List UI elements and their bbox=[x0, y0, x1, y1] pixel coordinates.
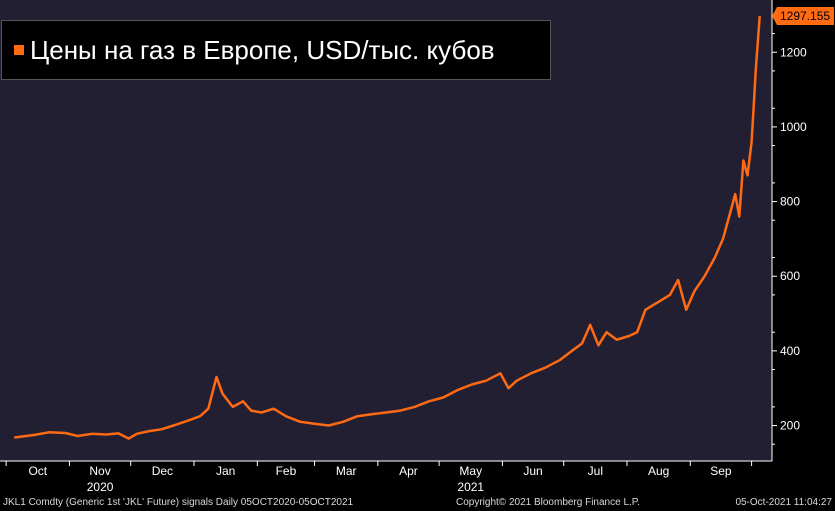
x-tick-label: Oct bbox=[28, 464, 47, 478]
x-tick-label: Jan bbox=[216, 464, 235, 478]
footer-ticker-info: JKL1 Comdty (Generic 1st 'JKL' Future) s… bbox=[3, 497, 354, 508]
y-tick-label: 1200 bbox=[780, 45, 807, 59]
x-tick-label: Feb bbox=[276, 464, 297, 478]
y-tick-label: 600 bbox=[780, 269, 800, 283]
x-year-label: 2020 bbox=[87, 480, 114, 494]
y-tick-label: 400 bbox=[780, 344, 800, 358]
footer-copyright: Copyright© 2021 Bloomberg Finance L.P. bbox=[456, 497, 640, 508]
x-year-label: 2021 bbox=[457, 480, 484, 494]
x-tick-label: Apr bbox=[399, 464, 418, 478]
legend-swatch bbox=[14, 45, 24, 55]
y-tick-label: 800 bbox=[780, 195, 800, 209]
x-tick-label: Mar bbox=[336, 464, 357, 478]
x-tick-label: Nov bbox=[89, 464, 110, 478]
x-tick-label: Jun bbox=[523, 464, 542, 478]
y-tick-label: 1000 bbox=[780, 120, 807, 134]
x-tick-label: Jul bbox=[588, 464, 603, 478]
y-tick-label: 200 bbox=[780, 419, 800, 433]
x-tick-label: Aug bbox=[648, 464, 669, 478]
footer-timestamp: 05-Oct-2021 11:04:27 bbox=[735, 497, 832, 508]
last-value-label: 1297.155 bbox=[780, 9, 830, 23]
gas-price-chart: 200 400 600 800 1000 1200 Oct Nov Dec Jan Feb Mar Ap… bbox=[0, 0, 834, 494]
x-tick-label: Dec bbox=[152, 464, 173, 478]
last-value-tag bbox=[772, 6, 834, 25]
legend: Цены на газ в Европе, USD/тыс. кубов bbox=[1, 20, 551, 80]
series-line bbox=[14, 15, 761, 440]
legend-label: Цены на газ в Европе, USD/тыс. кубов bbox=[30, 34, 495, 65]
x-tick-label: May bbox=[459, 464, 482, 478]
x-tick-label: Sep bbox=[710, 464, 732, 478]
